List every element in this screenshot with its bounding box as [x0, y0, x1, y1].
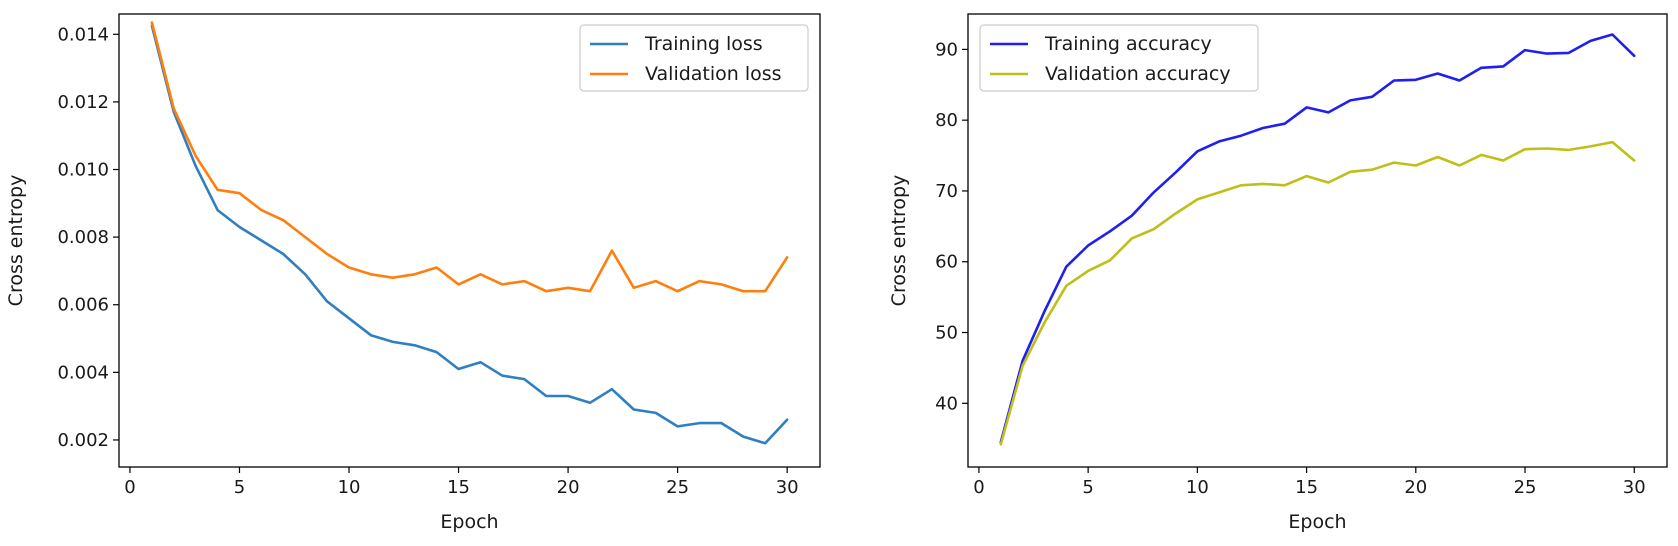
series-line-2	[150, 21, 789, 293]
x-tick-label: 0	[124, 477, 135, 498]
legend: Training accuracy Validation accuracy	[979, 24, 1259, 92]
y-tick-label: 70	[935, 181, 958, 202]
y-axis-title: Cross entropy	[5, 175, 27, 307]
x-axis-title: Epoch	[440, 511, 498, 533]
x-tick-label: 15	[1295, 477, 1318, 498]
y-tick-label: 0.006	[57, 295, 109, 316]
x-tick-label: 30	[776, 477, 799, 498]
legend-label: Training loss	[644, 33, 763, 55]
x-tick-label: 20	[557, 477, 580, 498]
x-tick-label: 25	[666, 477, 689, 498]
y-tick-label: 80	[935, 110, 958, 131]
x-tick-label: 5	[1082, 477, 1093, 498]
x-tick-label: 30	[1623, 477, 1646, 498]
x-tick-label: 25	[1514, 477, 1537, 498]
axes-frame	[118, 13, 821, 468]
x-tick-label: 10	[338, 477, 361, 498]
x-tick-label: 15	[447, 477, 470, 498]
y-tick-label: 0.012	[57, 92, 109, 113]
y-tick-label: 0.002	[57, 430, 109, 451]
y-tick-label: 0.010	[57, 160, 109, 181]
y-tick-label: 50	[935, 323, 958, 344]
y-tick-label: 60	[935, 252, 958, 273]
chart-panel-2: 0 5 10 15 20 25 30 40 50 60 70 80 90 Epoch Cross entro…	[888, 13, 1668, 533]
y-tick-label: 90	[935, 39, 958, 60]
x-tick-label: 20	[1404, 477, 1427, 498]
axes-frame	[967, 13, 1668, 468]
y-axis-title: Cross entropy	[888, 175, 910, 307]
x-tick-label: 5	[234, 477, 245, 498]
x-tick-label: 10	[1186, 477, 1209, 498]
y-tick-label: 0.004	[57, 362, 109, 383]
legend-box	[579, 24, 809, 92]
y-tick-label: 0.008	[57, 227, 109, 248]
series-line-1	[999, 33, 1636, 444]
series-line-2	[999, 140, 1636, 446]
x-tick-label: 0	[973, 477, 984, 498]
legend-label: Validation accuracy	[1045, 63, 1231, 85]
x-axis-title: Epoch	[1288, 511, 1346, 533]
legend-box	[979, 24, 1259, 92]
legend-label: Training accuracy	[1044, 33, 1212, 55]
series-line-1	[150, 24, 789, 445]
chart-panel-1: 0 5 10 15 20 25 30 0.002 0.004 0.006 0.008 0.010 0.0…	[5, 13, 821, 533]
y-tick-label: 40	[935, 393, 958, 414]
legend-label: Validation loss	[645, 63, 782, 85]
y-tick-label: 0.014	[57, 24, 109, 45]
legend: Training loss Validation loss	[579, 24, 809, 92]
